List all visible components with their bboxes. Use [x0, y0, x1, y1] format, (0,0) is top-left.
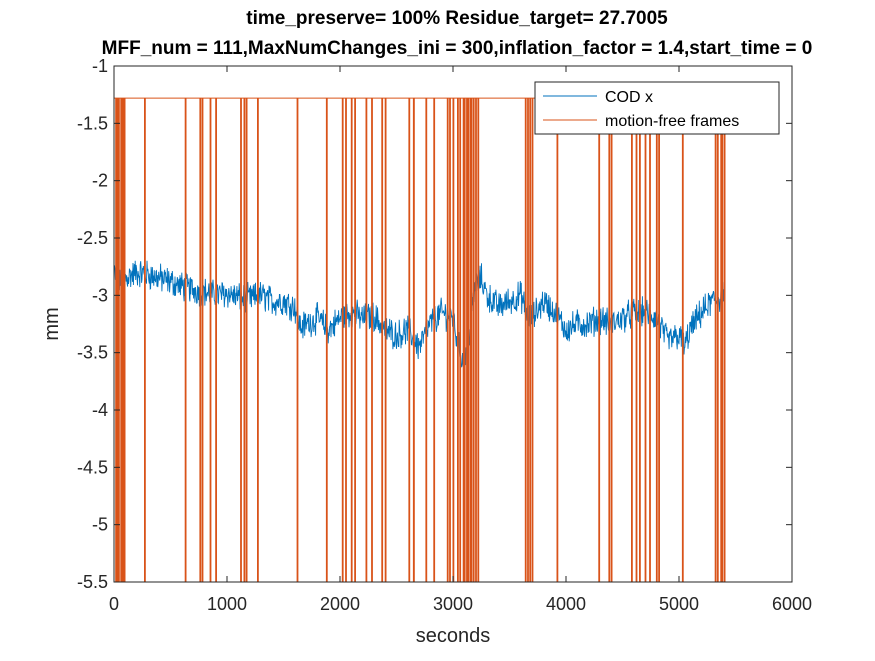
x-tick-label: 1000 — [207, 594, 247, 614]
x-tick-label: 0 — [109, 594, 119, 614]
plot-area — [114, 97, 726, 582]
legend-label-motion-free-frames: motion-free frames — [605, 113, 739, 130]
x-tick-label: 6000 — [772, 594, 812, 614]
y-tick-label: -3 — [92, 285, 108, 305]
legend-label-cod-x: COD x — [605, 89, 653, 106]
x-tick-label: 4000 — [546, 594, 586, 614]
legend[interactable]: COD x motion-free frames — [534, 81, 780, 135]
y-tick-label: -2.5 — [77, 228, 108, 248]
y-tick-label: -5 — [92, 515, 108, 535]
y-axis-label: mm — [41, 307, 63, 340]
x-tick-label: 3000 — [433, 594, 473, 614]
chart-title: time_preserve= 100% Residue_target= 27.7… — [246, 8, 668, 29]
y-tick-label: -4 — [92, 400, 108, 420]
y-tick-label: -2 — [92, 171, 108, 191]
y-tick-label: -4.5 — [77, 457, 108, 477]
x-axis-label: seconds — [416, 625, 491, 647]
x-tick-label: 2000 — [320, 594, 360, 614]
y-tick-label: -1 — [92, 56, 108, 76]
y-tick-label: -1.5 — [77, 113, 108, 133]
y-tick-label: -5.5 — [77, 572, 108, 592]
y-tick-label: -3.5 — [77, 343, 108, 363]
y-axis: -5.5 -5 -4.5 -4 -3.5 -3 -2.5 -2 -1.5 -1 — [77, 56, 792, 592]
x-tick-label: 5000 — [659, 594, 699, 614]
legend-box — [534, 81, 780, 135]
x-axis: 0 1000 2000 3000 4000 5000 6000 — [109, 66, 812, 614]
chart-subtitle: MFF_num = 111,MaxNumChanges_ini = 300,in… — [102, 38, 813, 59]
series-motion-free-frames-line — [114, 97, 726, 582]
